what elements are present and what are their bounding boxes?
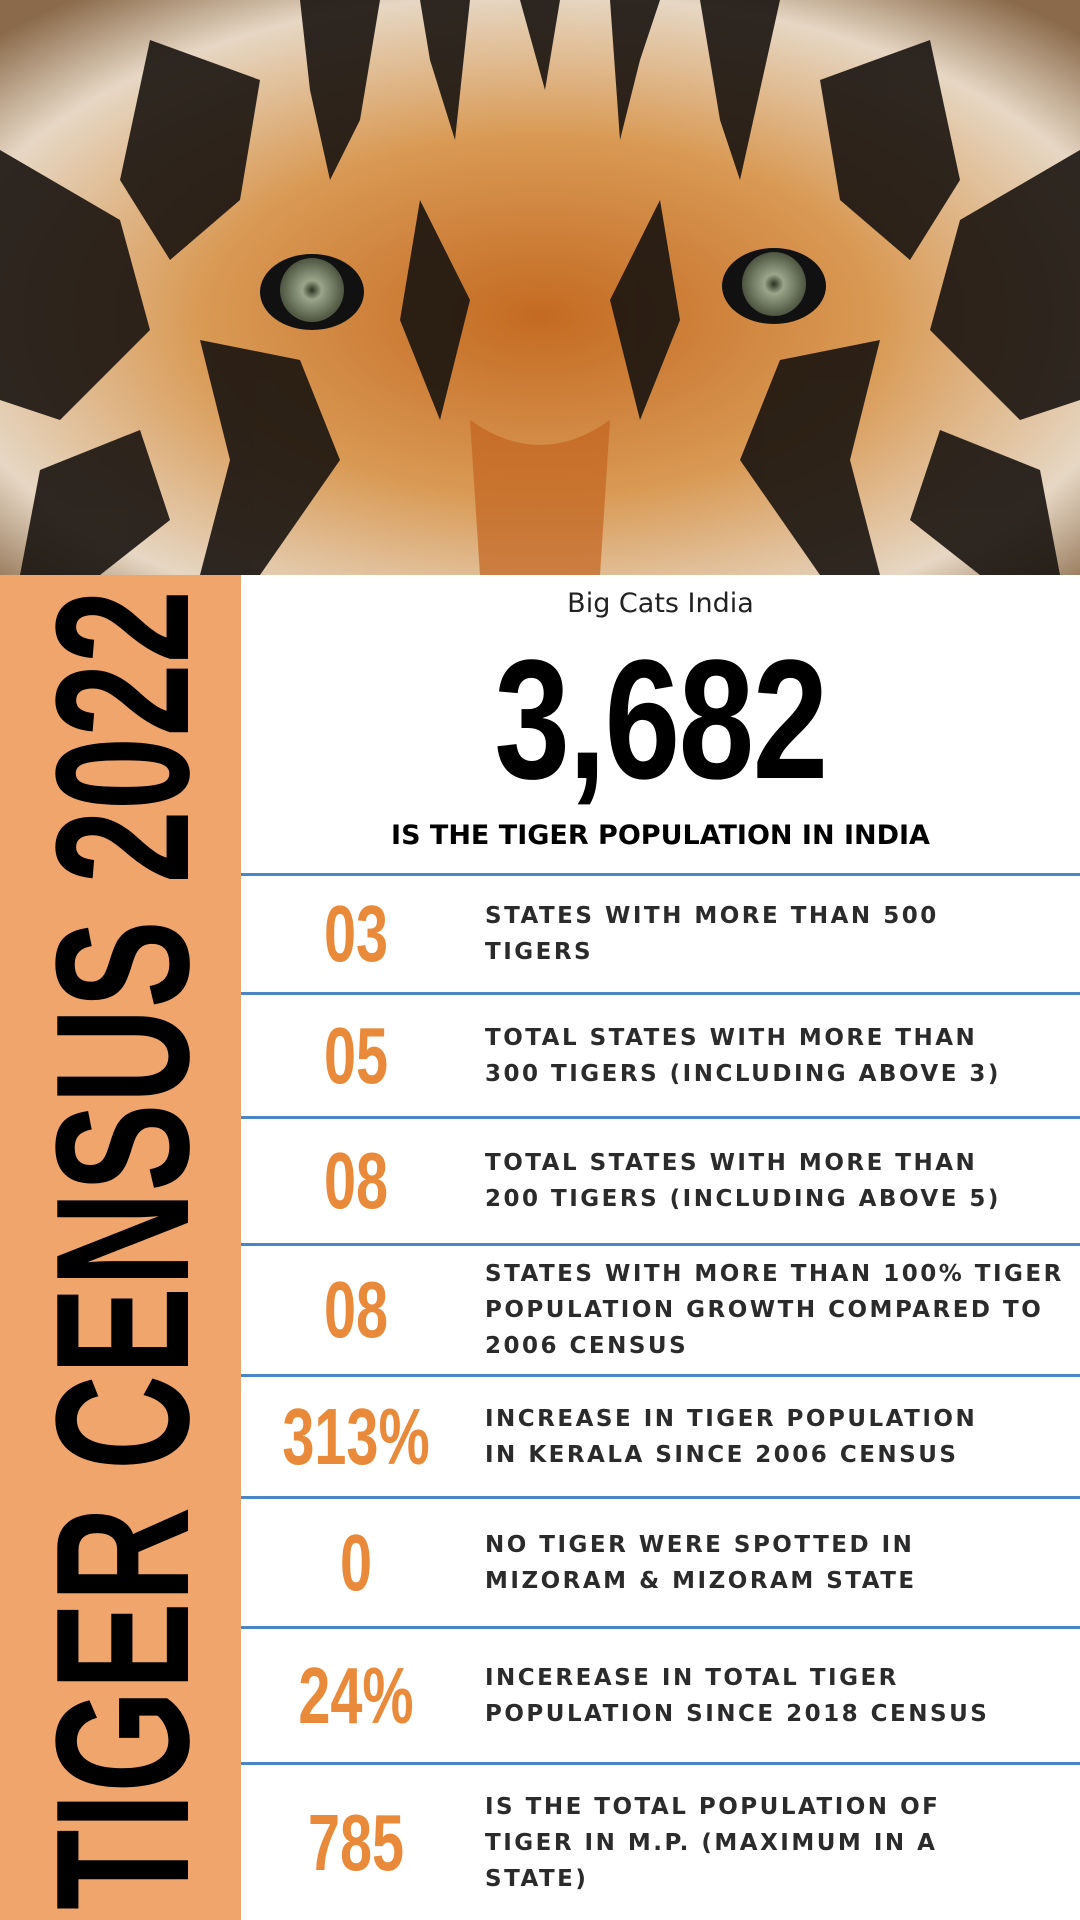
stat-text: NO TIGER WERE SPOTTED IN MIZORAM & MIZORA… [485,1499,1070,1626]
stat-row: 08 TOTAL STATES WITH MORE THAN 200 TIGERS … [241,1116,1080,1243]
stat-row: 785 IS THE TOTAL POPULATION OF TIGER IN M.… [241,1762,1080,1920]
stat-text: INCEREASE IN TOTAL TIGER POPULATION SINCE… [485,1629,1070,1762]
stat-text: IS THE TOTAL POPULATION OF TIGER IN M.P. … [485,1765,1070,1920]
side-title: TIGER CENSUS 2022 [17,590,229,1910]
stat-number: 03 [323,889,389,978]
stat-row: 0 NO TIGER WERE SPOTTED IN MIZORAM & MIZOR… [241,1496,1080,1626]
stat-line: NO TIGER WERE SPOTTED IN [485,1531,915,1558]
headline-caption: IS THE TIGER POPULATION IN INDIA [391,820,930,851]
stat-line: TIGERS [485,939,594,965]
stat-number: 08 [323,1136,389,1225]
stat-row: 05 TOTAL STATES WITH MORE THAN 300 TIGERS … [241,992,1080,1116]
logo: Big Cats India [567,588,754,619]
stat-text: STATES WITH MORE THAN 100% TIGER POPULATI… [485,1246,1070,1374]
stat-number: 05 [323,1010,389,1100]
stat-line: TIGER IN M.P. (MAXIMUM IN A [485,1829,938,1856]
stat-line: STATES WITH MORE THAN 100% TIGER [485,1261,1064,1287]
stat-line: STATES WITH MORE THAN 500 [485,903,939,929]
side-panel: TIGER CENSUS 2022 [0,575,241,1920]
stat-line: POPULATION GROWTH COMPARED TO [485,1297,1044,1323]
stat-line: IS THE TOTAL POPULATION OF [485,1793,941,1820]
stat-line: TOTAL STATES WITH MORE THAN [485,1024,978,1051]
stat-text: INCREASE IN TIGER POPULATION IN KERALA SI… [485,1377,1070,1496]
stat-number: 0 [339,1517,373,1607]
stat-line: MIZORAM & MIZORAM STATE [485,1567,917,1594]
stat-line: IN KERALA SINCE 2006 CENSUS [485,1441,959,1468]
stat-row: 03 STATES WITH MORE THAN 500 TIGERS [241,873,1080,992]
stat-row: 313% INCREASE IN TIGER POPULATION IN KERAL… [241,1374,1080,1496]
stat-line: POPULATION SINCE 2018 CENSUS [485,1700,990,1727]
stat-line: 200 TIGERS (INCLUDING ABOVE 5) [485,1186,1001,1212]
stat-line: INCREASE IN TIGER POPULATION [485,1405,978,1432]
stat-number: 313% [282,1391,430,1481]
stat-line: TOTAL STATES WITH MORE THAN [485,1150,978,1176]
stat-number: 24% [298,1650,414,1740]
stat-line: 300 TIGERS (INCLUDING ABOVE 3) [485,1060,1001,1087]
stat-text: TOTAL STATES WITH MORE THAN 300 TIGERS (I… [485,995,1070,1116]
stat-line: STATE) [485,1865,589,1892]
headline-number: 3,682 [494,625,828,815]
stat-number: 08 [323,1265,389,1354]
tiger-photo [0,0,1080,575]
stat-line: 2006 CENSUS [485,1333,689,1359]
stat-row: 24% INCEREASE IN TOTAL TIGER POPULATION SI… [241,1626,1080,1762]
stat-line: INCEREASE IN TOTAL TIGER [485,1664,899,1691]
stat-text: STATES WITH MORE THAN 500 TIGERS [485,876,1070,992]
stat-number: 785 [307,1797,405,1887]
stat-text: TOTAL STATES WITH MORE THAN 200 TIGERS (I… [485,1119,1070,1243]
stat-row: 08 STATES WITH MORE THAN 100% TIGER POPULA… [241,1243,1080,1374]
